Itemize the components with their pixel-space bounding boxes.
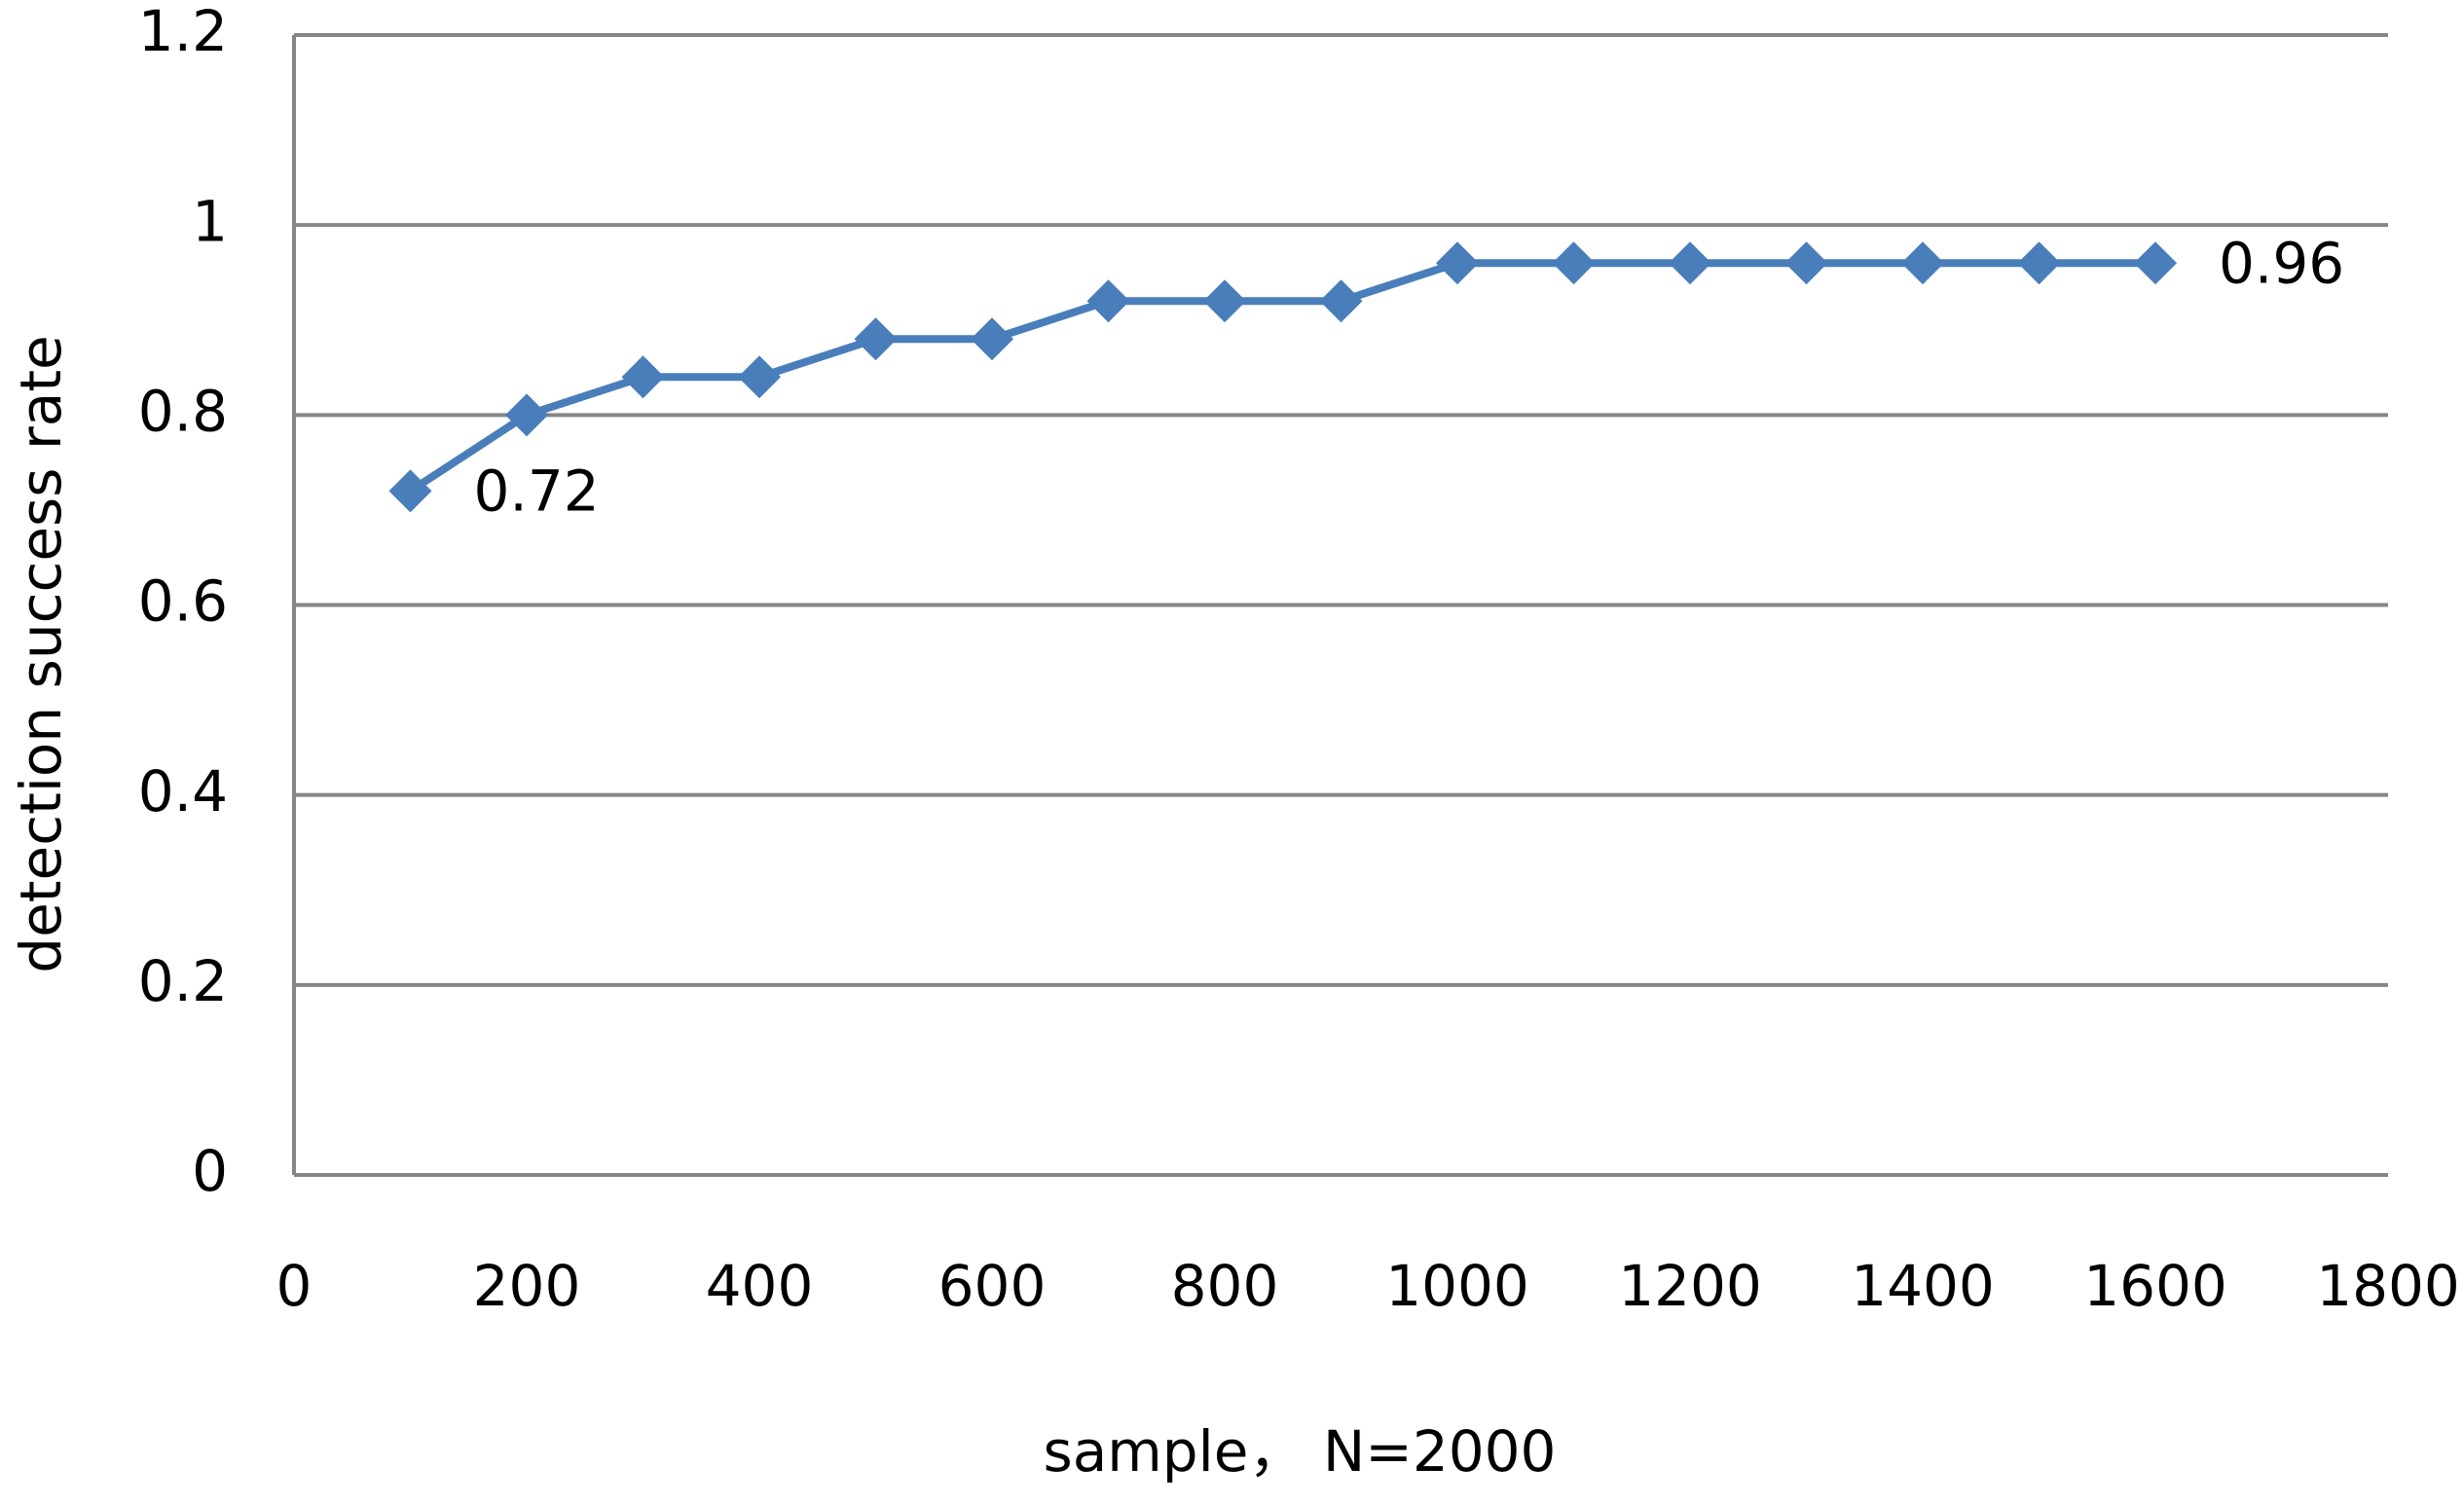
y-tick-label: 0 [192,1138,228,1204]
x-tick-label: 600 [938,1253,1047,1319]
y-tick-label: 1.2 [138,0,228,64]
y-tick-label: 0.6 [138,568,228,635]
data-label: 0.96 [2219,230,2344,296]
y-axis-label: detection success rate [8,335,74,972]
x-tick-label: 400 [706,1253,814,1319]
data-point [505,393,548,437]
y-tick-label: 0.8 [138,378,228,444]
x-tick-label: 200 [473,1253,581,1319]
data-point [1319,279,1363,323]
data-point [738,355,781,399]
data-point [854,317,898,361]
data-point [1203,279,1246,323]
data-point [621,355,665,399]
x-tick-label: 1200 [1618,1253,1762,1319]
x-axis-label: sample， N=2000 [1044,1418,1557,1485]
data-point [1086,279,1130,323]
x-tick-label: 0 [276,1253,313,1319]
x-tick-label: 1400 [1851,1253,1995,1319]
series-line [408,259,2155,495]
data-point [1901,241,1944,285]
x-tick-label: 800 [1171,1253,1279,1319]
data-point [1552,241,1596,285]
y-tick-label: 0.4 [138,758,228,825]
data-label: 0.72 [474,458,600,525]
data-point [1784,241,1828,285]
x-tick-label: 1000 [1385,1253,1529,1319]
data-point [971,317,1013,361]
data-point [388,469,432,513]
y-tick-label: 0.2 [138,948,228,1014]
data-point [2017,241,2061,285]
y-tick-label: 1 [192,188,228,254]
x-tick-label: 1600 [2083,1253,2227,1319]
data-point [2134,241,2177,285]
data-point [1436,241,1479,285]
x-tick-label: 1800 [2316,1253,2460,1319]
data-point [1669,241,1711,285]
